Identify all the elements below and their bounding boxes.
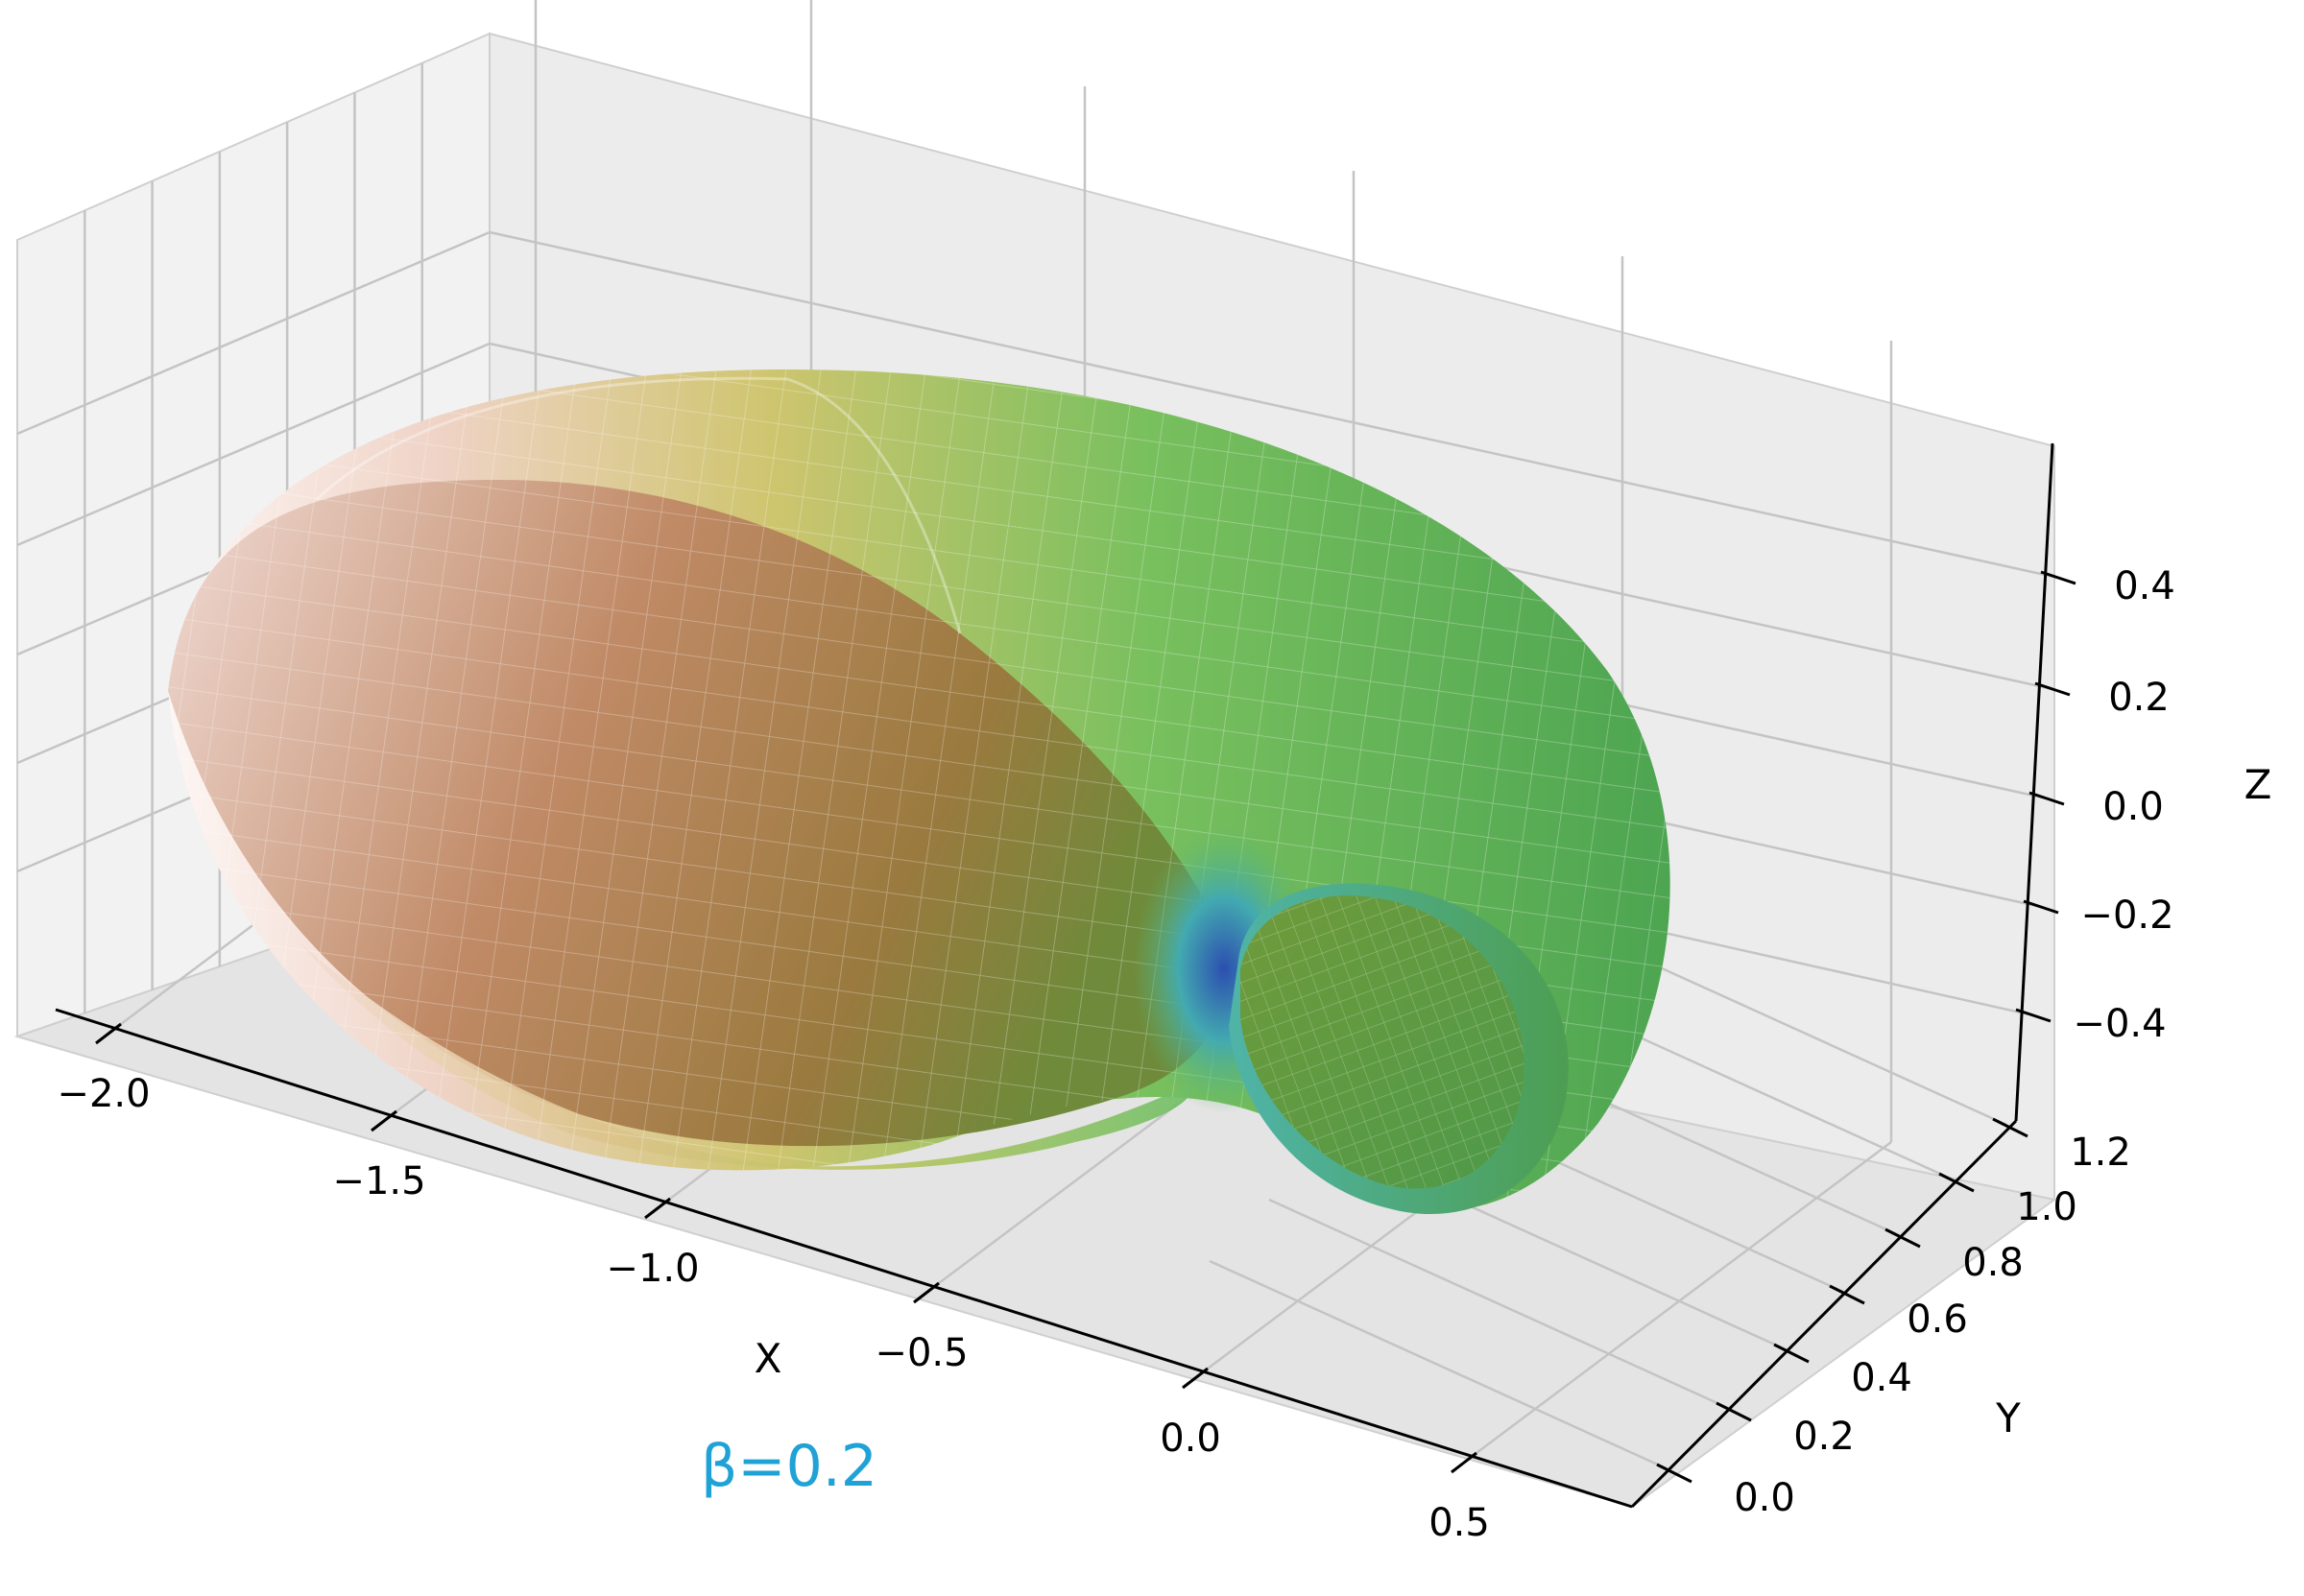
x-tick-label: −1.5 <box>332 1159 425 1203</box>
y-gridline <box>1268 1198 1731 1411</box>
surface <box>168 369 1670 1215</box>
y-tick-label: 0.4 <box>1851 1356 1912 1400</box>
y-tick <box>1716 1401 1752 1422</box>
z-tick <box>2023 899 2059 915</box>
z-tick <box>2040 570 2076 585</box>
z-gridline-left <box>16 342 491 547</box>
z-tick-label: 0.0 <box>2102 785 2164 829</box>
z-tick <box>2034 681 2071 697</box>
z-tick <box>2028 791 2065 806</box>
x-tick-label: −1.0 <box>606 1247 699 1291</box>
x-tick <box>644 1197 671 1220</box>
beta-annotation: β=0.2 <box>701 1433 877 1500</box>
x-tick-label: 0.0 <box>1160 1417 1221 1461</box>
y-tick-label: 0.8 <box>1962 1241 2024 1285</box>
x-tick-label: −0.5 <box>875 1331 968 1375</box>
z-tick-label: −0.2 <box>2080 893 2173 938</box>
z-gridline <box>489 230 2059 580</box>
z-axis-label: Z <box>2244 761 2272 808</box>
y-tick-label: 1.0 <box>2016 1185 2077 1229</box>
y-tick-label: 0.2 <box>1793 1415 1855 1459</box>
y-gridline <box>1209 1259 1671 1472</box>
z-tick <box>2015 1008 2052 1023</box>
x-tick <box>95 1022 122 1045</box>
tick-marks <box>95 570 2076 1484</box>
y-tick-label: 1.2 <box>2070 1131 2131 1175</box>
y-tick <box>1884 1227 1921 1249</box>
x-tick <box>913 1281 940 1304</box>
tick-labels: −2.0 −1.5 −1.0 −0.5 0.0 0.5 0.0 0.2 0.4 0.6 0.8 1.0… <box>57 564 2174 1545</box>
y-tick <box>1773 1343 1810 1364</box>
surface-rim <box>315 376 962 634</box>
y-axis-label: Y <box>1995 1394 2021 1441</box>
z-axis-line <box>2014 442 2054 1122</box>
x-tick <box>1451 1451 1477 1474</box>
z-tick-label: −0.4 <box>2073 1002 2166 1046</box>
z-tick-label: 0.2 <box>2108 676 2170 720</box>
z-tick-label: 0.4 <box>2114 564 2175 608</box>
y-tick <box>1992 1117 2028 1138</box>
x-tick <box>371 1109 397 1132</box>
x-axis-line <box>55 1008 1633 1509</box>
x-tick-label: 0.5 <box>1428 1501 1490 1545</box>
y-tick <box>1656 1463 1692 1484</box>
y-axis-line <box>1630 1119 2018 1509</box>
axes <box>55 442 2054 1509</box>
y-tick <box>1938 1172 1975 1193</box>
y-tick <box>1829 1284 1865 1305</box>
y-tick-label: 0.0 <box>1734 1476 1795 1520</box>
z-gridline-left <box>16 230 491 436</box>
surface-mesh-tube <box>1240 895 1524 1189</box>
y-tick-label: 0.6 <box>1907 1298 1968 1342</box>
x-axis-label: X <box>755 1335 782 1382</box>
x-tick-label: −2.0 <box>57 1072 150 1116</box>
x-tick <box>1182 1367 1209 1390</box>
